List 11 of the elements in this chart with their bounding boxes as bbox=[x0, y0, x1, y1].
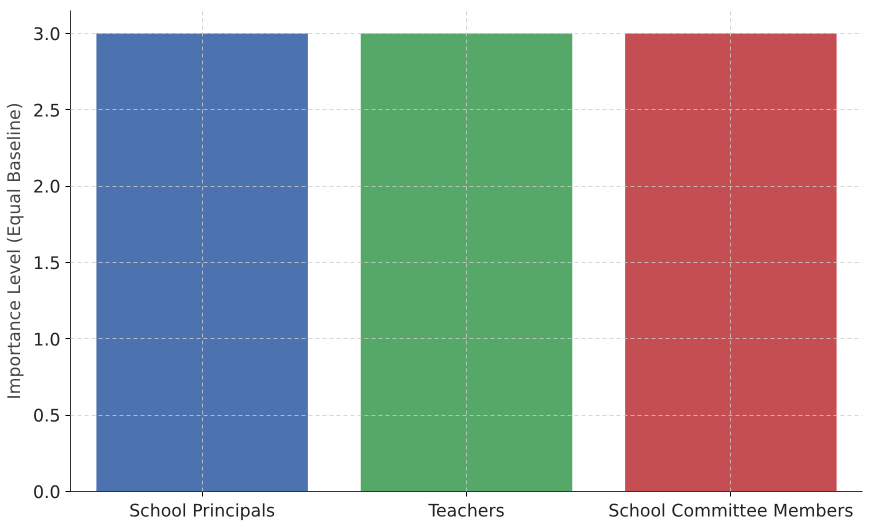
x-tick-label: School Principals bbox=[129, 502, 276, 522]
x-tick-label: Teachers bbox=[427, 502, 505, 522]
y-tick-label: 1.5 bbox=[32, 254, 61, 274]
y-axis-title: Importance Level (Equal Baseline) bbox=[4, 102, 25, 400]
y-tick-label: 3.0 bbox=[32, 24, 61, 45]
y-tick-label: 0.5 bbox=[32, 406, 61, 427]
x-tick-label: School Committee Members bbox=[608, 502, 854, 522]
y-tick-label: 2.5 bbox=[32, 101, 61, 122]
y-tick-label: 2.0 bbox=[32, 178, 61, 198]
y-tick-label: 0.0 bbox=[32, 483, 61, 503]
y-tick-label: 1.0 bbox=[32, 330, 61, 350]
